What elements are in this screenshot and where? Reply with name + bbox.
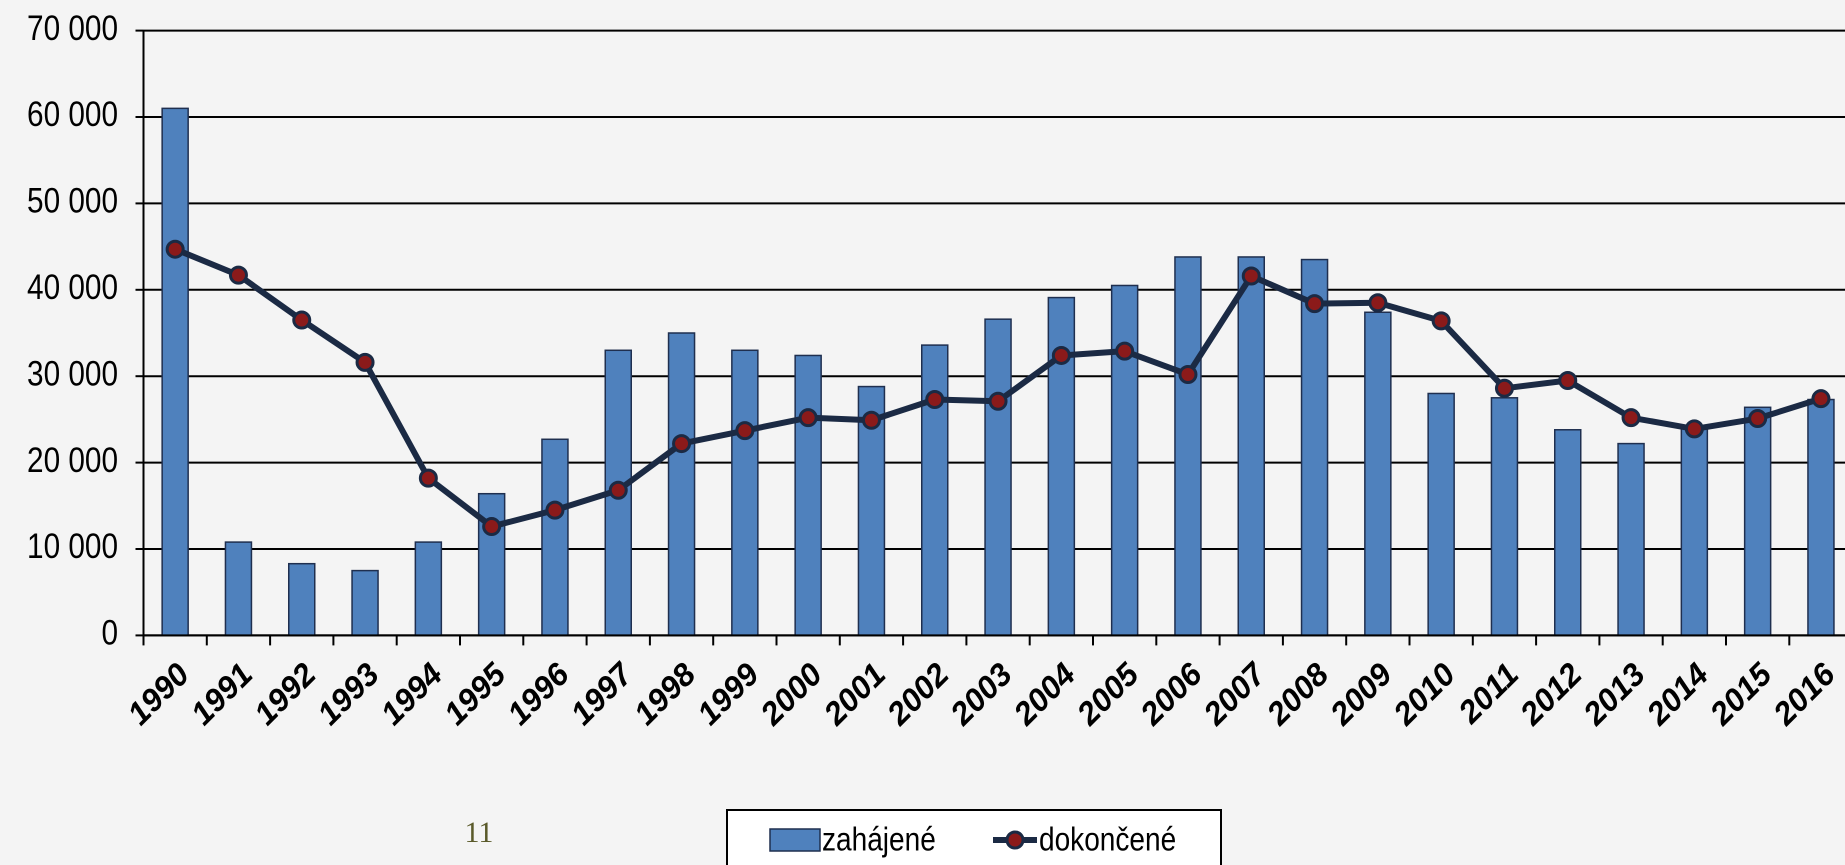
line-marker — [165, 239, 185, 259]
x-tick-label: 2008 — [1259, 656, 1336, 733]
line-marker — [672, 434, 692, 454]
x-tick-label: 2000 — [753, 656, 830, 733]
x-tick-label: 1993 — [310, 656, 386, 732]
x-tick-label: 1997 — [563, 654, 640, 731]
page-number: 11 — [465, 816, 494, 849]
line-marker — [1621, 408, 1641, 428]
line-marker — [861, 410, 881, 430]
x-tick-label: 2013 — [1575, 656, 1652, 733]
y-tick-label: 50 000 — [27, 181, 118, 220]
line-marker — [482, 517, 502, 537]
bar — [1427, 392, 1455, 637]
legend-swatch — [769, 828, 821, 852]
bar — [1237, 256, 1265, 637]
x-tick-label: 2004 — [1006, 656, 1083, 733]
y-tick-label: 10 000 — [27, 527, 118, 566]
x-tick-label: 2011 — [1451, 656, 1526, 731]
bar — [351, 569, 379, 637]
line-marker — [545, 500, 565, 520]
x-tick-label: 1996 — [500, 656, 576, 732]
bar — [1743, 406, 1772, 637]
legend-label: zahájené — [822, 822, 936, 859]
x-tick-label: 1991 — [184, 656, 260, 732]
bar — [288, 562, 316, 637]
bar — [477, 492, 506, 637]
line-marker — [1305, 294, 1325, 314]
bar — [1364, 311, 1392, 637]
x-tick-label: 2007 — [1196, 654, 1274, 732]
x-tick-label: 2001 — [816, 656, 893, 733]
y-tick-label: 20 000 — [27, 441, 118, 480]
bar — [921, 344, 949, 637]
line-marker — [1684, 419, 1704, 439]
legend-label: dokončené — [1039, 822, 1176, 859]
line-marker — [798, 408, 818, 428]
line-marker — [1368, 293, 1388, 313]
bar — [731, 349, 759, 637]
y-tick-label: 0 — [101, 613, 118, 652]
bar — [1554, 429, 1582, 637]
bar — [224, 541, 253, 637]
line-marker — [1178, 364, 1198, 384]
line-marker — [418, 468, 438, 488]
bar — [794, 354, 822, 637]
line-marker — [228, 265, 248, 285]
bar — [1300, 258, 1329, 637]
bar — [984, 318, 1012, 637]
bar — [414, 541, 443, 637]
line-marker — [355, 352, 375, 372]
line-marker — [608, 480, 628, 500]
line-marker — [1811, 389, 1831, 409]
x-tick-label: 2016 — [1765, 656, 1842, 733]
y-tick-label: 70 000 — [27, 9, 118, 48]
bar — [1490, 397, 1519, 637]
x-tick-label: 1994 — [373, 656, 449, 732]
bar — [667, 332, 696, 637]
line-marker — [1494, 378, 1514, 398]
x-tick-label: 1998 — [627, 656, 703, 732]
x-tick-label: 2010 — [1386, 656, 1463, 733]
x-tick-label: 2003 — [942, 656, 1019, 733]
bar — [161, 107, 189, 637]
bar — [1174, 256, 1202, 637]
x-tick-label: 1995 — [437, 655, 514, 732]
x-tick-label: 2015 — [1702, 655, 1779, 732]
bar — [1617, 442, 1645, 637]
y-tick-label: 30 000 — [27, 354, 118, 393]
y-tick-label: 60 000 — [27, 95, 118, 134]
line-marker — [1431, 311, 1451, 331]
legend-marker — [1005, 830, 1025, 850]
x-tick-label: 2002 — [879, 656, 956, 733]
x-tick-label: 1999 — [690, 656, 766, 732]
bar — [1807, 398, 1835, 637]
x-tick-label: 1990 — [120, 656, 196, 732]
x-tick-label: 2014 — [1639, 656, 1716, 733]
bar — [1110, 284, 1139, 637]
line-marker — [1115, 341, 1135, 361]
line-marker — [1051, 345, 1071, 365]
line-marker — [988, 391, 1008, 411]
line-marker — [292, 310, 312, 330]
line-marker — [1558, 371, 1578, 391]
y-tick-label: 40 000 — [27, 268, 118, 307]
bar — [1680, 427, 1709, 637]
line-marker — [1241, 266, 1261, 286]
line-marker — [925, 390, 945, 410]
x-tick-label: 2012 — [1512, 656, 1589, 733]
x-tick-label: 2009 — [1322, 656, 1399, 733]
x-tick-label: 2005 — [1069, 655, 1146, 732]
line-marker — [735, 421, 755, 441]
x-tick-label: 2006 — [1132, 656, 1209, 733]
bar — [541, 438, 569, 637]
x-tick-label: 1992 — [247, 656, 323, 732]
line-marker — [1748, 409, 1768, 429]
